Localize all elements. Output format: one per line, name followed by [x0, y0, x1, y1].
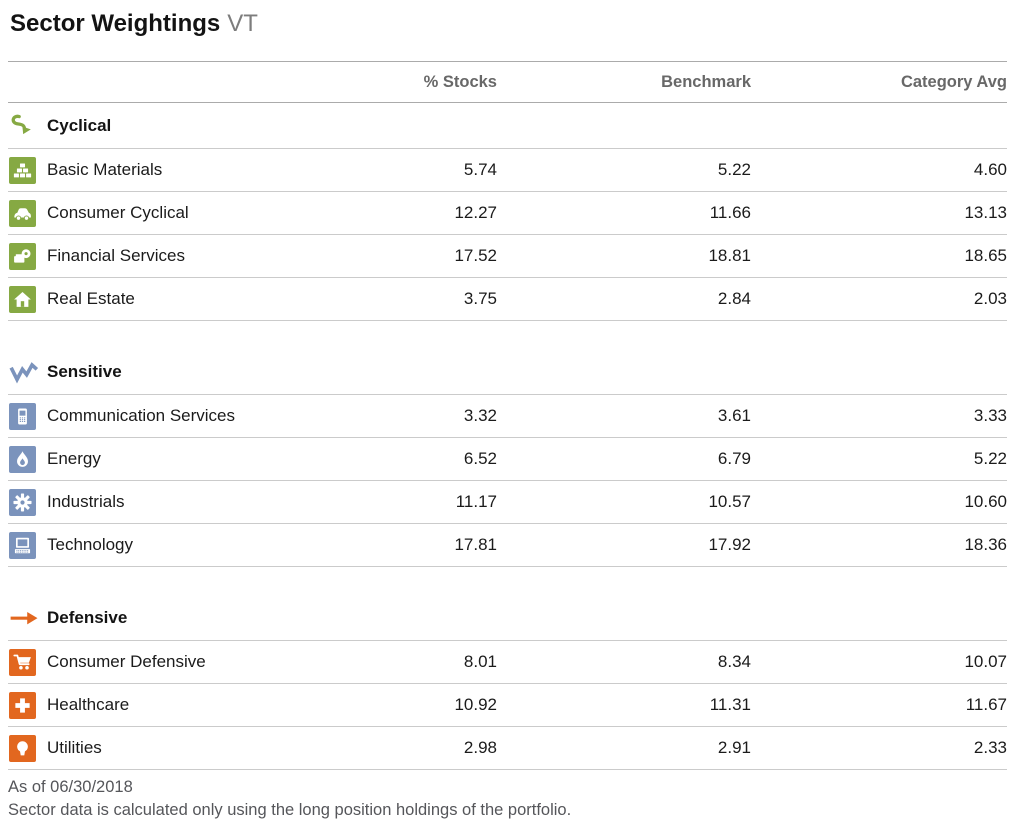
communication-services-icon [9, 402, 36, 430]
group-header: Defensive [8, 595, 1007, 641]
fund-ticker: VT [227, 10, 258, 37]
group-label: Cyclical [47, 115, 112, 135]
stocks-value: 11.17 [455, 492, 497, 511]
table-footer: As of 06/30/2018 Sector data is calculat… [8, 776, 1007, 822]
sector-label: Financial Services [47, 246, 185, 265]
group-label: Sensitive [47, 361, 122, 381]
sector-label: Consumer Defensive [47, 652, 206, 671]
sector-label: Consumer Cyclical [47, 203, 189, 222]
category-avg-value: 2.33 [973, 738, 1007, 757]
sector-label: Energy [47, 449, 101, 468]
sector-label: Healthcare [47, 695, 130, 714]
stocks-value: 3.75 [463, 289, 497, 308]
benchmark-column-header: Benchmark [661, 72, 751, 91]
footnote: Sector data is calculated only using the… [8, 801, 572, 819]
table-header-row: % Stocks Benchmark Category Avg [8, 61, 1007, 103]
sensitive-icon [9, 360, 40, 384]
real-estate-icon [9, 285, 36, 313]
sector-row: Industrials 11.17 10.57 10.60 [8, 481, 1007, 524]
benchmark-value: 11.66 [709, 203, 751, 222]
stocks-value: 17.52 [454, 246, 497, 265]
category-avg-value: 5.22 [973, 449, 1007, 468]
group-header: Sensitive [8, 349, 1007, 395]
sector-group: Sensitive Communication Services 3.32 3.… [8, 349, 1007, 567]
sector-group: Cyclical Basic Materials 5.74 5.22 4.60 … [8, 103, 1007, 321]
sector-row: Energy 6.52 6.79 5.22 [8, 438, 1007, 481]
sector-row: Real Estate 3.75 2.84 2.03 [8, 278, 1007, 321]
category-avg-value: 4.60 [973, 160, 1007, 179]
widget-title: Sector Weightings [10, 10, 221, 37]
stocks-value: 10.92 [454, 695, 497, 714]
sector-label: Technology [47, 535, 134, 554]
sector-row: Financial Services 17.52 18.81 18.65 [8, 235, 1007, 278]
category-avg-value: 3.33 [973, 406, 1007, 425]
defensive-icon [9, 606, 40, 630]
sector-row: Utilities 2.98 2.91 2.33 [8, 727, 1007, 770]
table-body: Cyclical Basic Materials 5.74 5.22 4.60 … [8, 103, 1007, 770]
benchmark-value: 3.61 [717, 406, 751, 425]
benchmark-value: 6.79 [717, 449, 751, 468]
sector-row: Consumer Cyclical 12.27 11.66 13.13 [8, 192, 1007, 235]
sector-row: Consumer Defensive 8.01 8.34 10.07 [8, 641, 1007, 684]
benchmark-value: 17.92 [708, 535, 751, 554]
technology-icon [9, 531, 36, 559]
benchmark-value: 11.31 [709, 695, 751, 714]
financial-services-icon [9, 242, 36, 270]
sector-label: Industrials [47, 492, 125, 511]
sector-row: Communication Services 3.32 3.61 3.33 [8, 395, 1007, 438]
sector-label: Communication Services [47, 406, 236, 425]
group-header: Cyclical [8, 103, 1007, 149]
category-avg-value: 11.67 [965, 695, 1007, 714]
sector-row: Technology 17.81 17.92 18.36 [8, 524, 1007, 567]
sector-group: Defensive Consumer Defensive 8.01 8.34 1… [8, 595, 1007, 770]
stocks-value: 17.81 [454, 535, 497, 554]
benchmark-value: 2.84 [717, 289, 751, 308]
sector-label: Basic Materials [47, 160, 163, 179]
consumer-cyclical-icon [9, 199, 36, 227]
energy-icon [9, 445, 36, 473]
page-title: Sector Weightings VT [8, 0, 1007, 61]
stocks-value: 3.32 [463, 406, 497, 425]
category-avg-column-header: Category Avg [900, 72, 1007, 91]
as-of-date: As of 06/30/2018 [8, 778, 133, 796]
consumer-defensive-icon [9, 648, 36, 676]
industrials-icon [9, 488, 36, 516]
group-label: Defensive [47, 607, 128, 627]
stocks-value: 8.01 [463, 652, 497, 671]
cyclical-icon [9, 113, 40, 139]
category-avg-value: 10.60 [964, 492, 1007, 511]
benchmark-value: 18.81 [708, 246, 751, 265]
stocks-value: 5.74 [463, 160, 497, 179]
sector-row: Basic Materials 5.74 5.22 4.60 [8, 149, 1007, 192]
basic-materials-icon [9, 156, 36, 184]
utilities-icon [9, 734, 36, 762]
sector-label: Real Estate [47, 289, 135, 308]
sector-label: Utilities [47, 738, 102, 757]
stocks-value: 2.98 [463, 738, 497, 757]
benchmark-value: 5.22 [717, 160, 751, 179]
stocks-column-header: % Stocks [423, 72, 497, 91]
category-avg-value: 18.36 [964, 535, 1007, 554]
stocks-value: 6.52 [463, 449, 497, 468]
category-avg-value: 18.65 [964, 246, 1007, 265]
benchmark-value: 10.57 [708, 492, 751, 511]
category-avg-value: 10.07 [964, 652, 1007, 671]
category-avg-value: 2.03 [973, 289, 1007, 308]
stocks-value: 12.27 [454, 203, 497, 222]
category-avg-value: 13.13 [964, 203, 1007, 222]
healthcare-icon [9, 691, 36, 719]
benchmark-value: 8.34 [717, 652, 751, 671]
sector-row: Healthcare 10.92 11.31 11.67 [8, 684, 1007, 727]
benchmark-value: 2.91 [717, 738, 751, 757]
